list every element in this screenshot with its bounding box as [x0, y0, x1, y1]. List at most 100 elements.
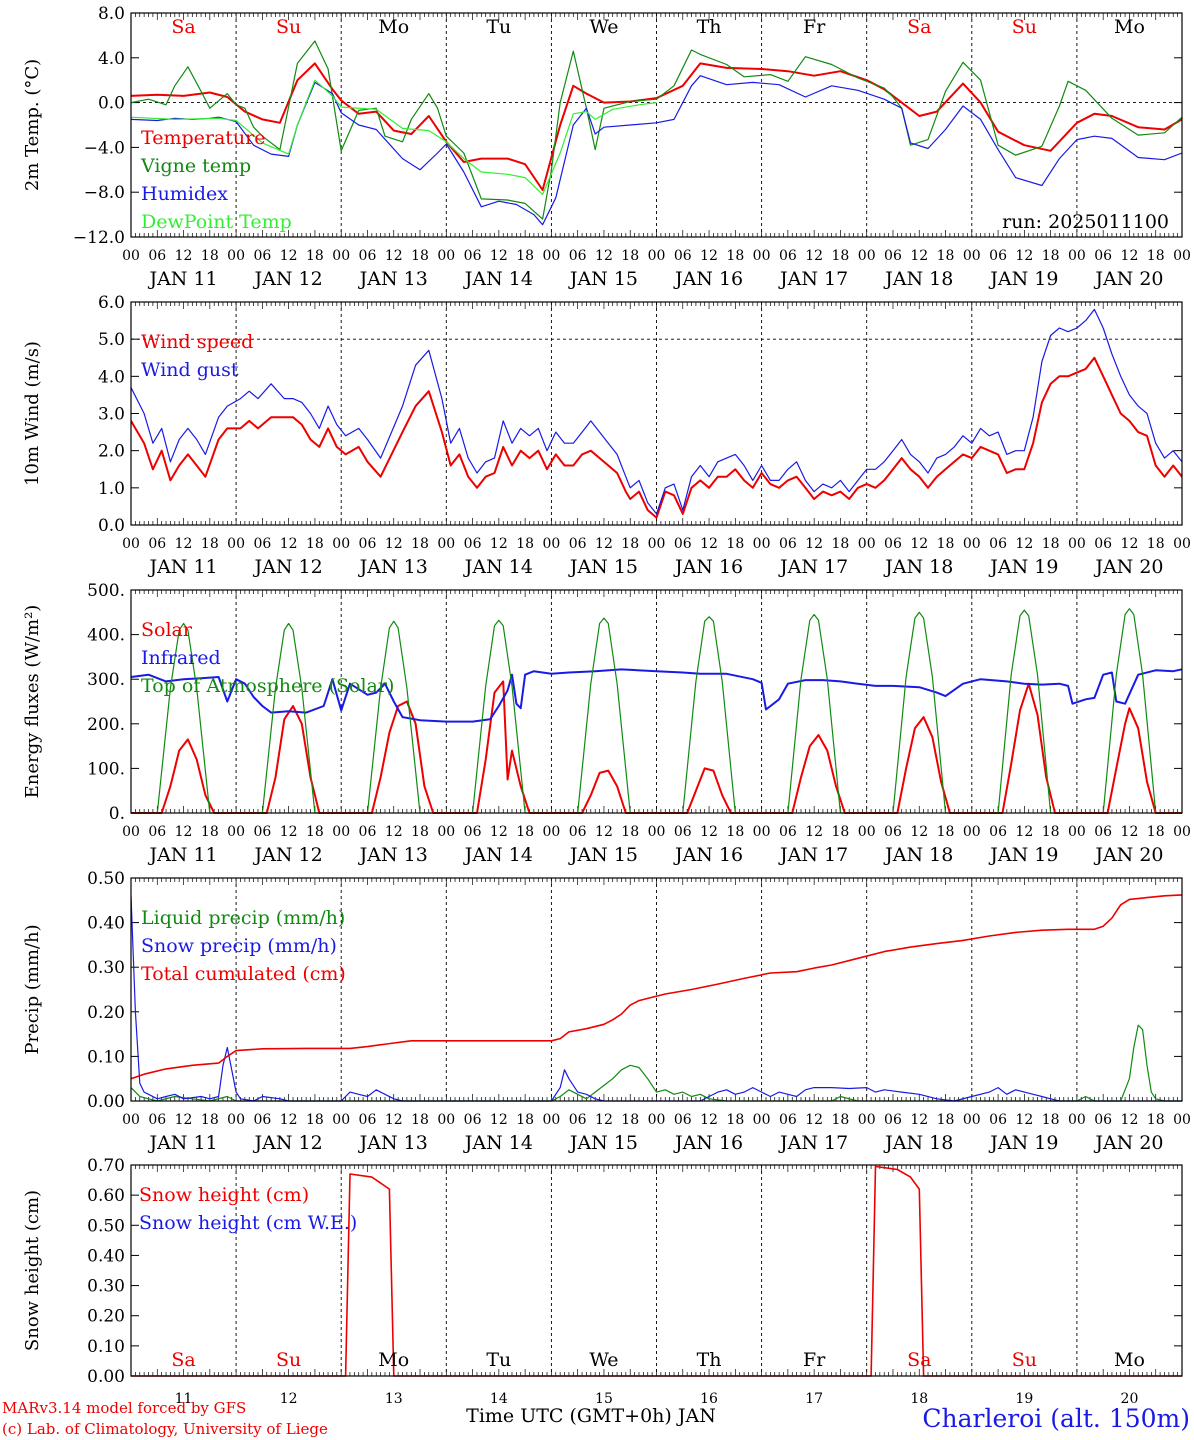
hour-tick-label: 06 [674, 824, 692, 840]
hour-tick-label: 06 [674, 536, 692, 552]
hour-tick-label: 06 [569, 824, 587, 840]
y-tick-label: 8.0 [98, 4, 125, 24]
legend-entry: Solar [141, 619, 193, 641]
date-label: JAN 12 [253, 556, 323, 578]
hour-tick-label: 06 [464, 536, 482, 552]
hour-tick-label: 12 [490, 248, 508, 264]
hour-tick-label: 06 [148, 1112, 166, 1128]
hour-tick-label-end: 00 [1173, 248, 1191, 264]
hour-tick-label: 06 [779, 1112, 797, 1128]
y-tick-label: 0.30 [87, 1277, 125, 1297]
day-number-label: 17 [805, 1391, 823, 1407]
hour-tick-label: 00 [542, 824, 560, 840]
hour-tick-label: 18 [621, 536, 639, 552]
date-label: JAN 15 [568, 844, 638, 866]
date-label: JAN 13 [358, 556, 428, 578]
hour-tick-label: 18 [1147, 1112, 1165, 1128]
hour-tick-label: 18 [201, 536, 219, 552]
hour-tick-label: 12 [1015, 248, 1033, 264]
date-label: JAN 18 [883, 1132, 953, 1154]
date-label: JAN 16 [673, 1132, 743, 1154]
y-tick-label: 0.20 [87, 1307, 125, 1327]
hour-tick-label: 00 [227, 824, 245, 840]
day-name-label: Tu [486, 16, 511, 38]
date-label: JAN 12 [253, 1132, 323, 1154]
hour-tick-label: 18 [1147, 248, 1165, 264]
series-line-vigne-temp [131, 40, 1182, 220]
hour-tick-label: 18 [832, 536, 850, 552]
hour-tick-label: 00 [648, 248, 666, 264]
y-tick-label: 200. [87, 715, 125, 735]
hour-tick-label: 06 [1094, 536, 1112, 552]
x-axis-label: Time UTC (GMT+0h) JAN [466, 1405, 716, 1427]
hour-tick-label: 00 [542, 536, 560, 552]
hour-tick-label: 12 [280, 248, 298, 264]
hour-tick-label: 18 [516, 824, 534, 840]
day-name-label: Sa [171, 1349, 195, 1371]
hour-tick-label: 12 [1121, 536, 1139, 552]
hour-tick-label: 18 [937, 536, 955, 552]
hour-tick-label: 00 [963, 248, 981, 264]
legend-entry: Top of Atmosphere (Solar) [141, 675, 394, 697]
day-number-label: 18 [910, 1391, 928, 1407]
legend-entry: DewPoint Temp [141, 211, 292, 233]
hour-tick-label: 18 [306, 536, 324, 552]
hour-tick-label: 18 [726, 248, 744, 264]
hour-tick-label: 00 [858, 248, 876, 264]
hour-tick-label: 18 [832, 248, 850, 264]
day-name-label: We [589, 1349, 618, 1371]
panel-frame [130, 589, 1183, 814]
hour-tick-label-end: 00 [1173, 1112, 1191, 1128]
hour-tick-label: 06 [359, 1112, 377, 1128]
hour-tick-label: 12 [385, 536, 403, 552]
series-line-solar [131, 680, 1182, 814]
y-tick-label: 0.0 [98, 516, 125, 536]
hour-tick-label: 12 [910, 1112, 928, 1128]
hour-tick-label: 18 [516, 536, 534, 552]
hour-tick-label: 12 [595, 248, 613, 264]
hour-tick-label: 12 [700, 248, 718, 264]
hour-tick-label: 06 [359, 536, 377, 552]
legend-entry: Snow height (cm) [139, 1184, 309, 1206]
day-name-label: Mo [1114, 1349, 1145, 1371]
legend-entry: Vigne temp [140, 155, 251, 177]
y-tick-label: 1.0 [98, 479, 125, 499]
y-tick-label: 300. [87, 670, 125, 690]
legend-entry: Temperature [141, 127, 265, 149]
hour-tick-label: 06 [1094, 248, 1112, 264]
hour-tick-label: 00 [753, 248, 771, 264]
y-tick-label: 4.0 [98, 367, 125, 387]
date-label: JAN 19 [988, 844, 1058, 866]
hour-tick-label: 00 [648, 536, 666, 552]
hour-tick-label: 18 [621, 1112, 639, 1128]
y-tick-label: 3.0 [98, 405, 125, 425]
y-tick-label: 0.50 [87, 869, 125, 889]
day-name-label: Su [1012, 1349, 1037, 1371]
hour-tick-label-end: 00 [1173, 824, 1191, 840]
hour-tick-label: 18 [411, 1112, 429, 1128]
hour-tick-label: 00 [332, 248, 350, 264]
day-name-label: Mo [378, 1349, 409, 1371]
hour-tick-label: 18 [1042, 1112, 1060, 1128]
hour-tick-label: 18 [411, 248, 429, 264]
hour-tick-label: 00 [1068, 536, 1086, 552]
hour-tick-label: 12 [490, 824, 508, 840]
hour-tick-label: 06 [464, 1112, 482, 1128]
hour-tick-label: 06 [148, 248, 166, 264]
hour-tick-label: 00 [122, 1112, 140, 1128]
hour-tick-label: 18 [726, 536, 744, 552]
day-name-label: Mo [1114, 16, 1145, 38]
hour-tick-label: 12 [1015, 1112, 1033, 1128]
date-label: JAN 15 [568, 556, 638, 578]
date-label: JAN 20 [1093, 844, 1163, 866]
hour-tick-label: 12 [385, 248, 403, 264]
hour-tick-label: 00 [858, 824, 876, 840]
date-label: JAN 18 [883, 844, 953, 866]
hour-tick-label: 00 [437, 536, 455, 552]
hour-tick-label: 18 [1042, 824, 1060, 840]
y-axis-label: Precip (mm/h) [22, 924, 43, 1054]
hour-tick-label: 06 [359, 248, 377, 264]
hour-tick-label: 00 [332, 824, 350, 840]
hour-tick-label: 00 [332, 1112, 350, 1128]
y-tick-label: 400. [87, 626, 125, 646]
